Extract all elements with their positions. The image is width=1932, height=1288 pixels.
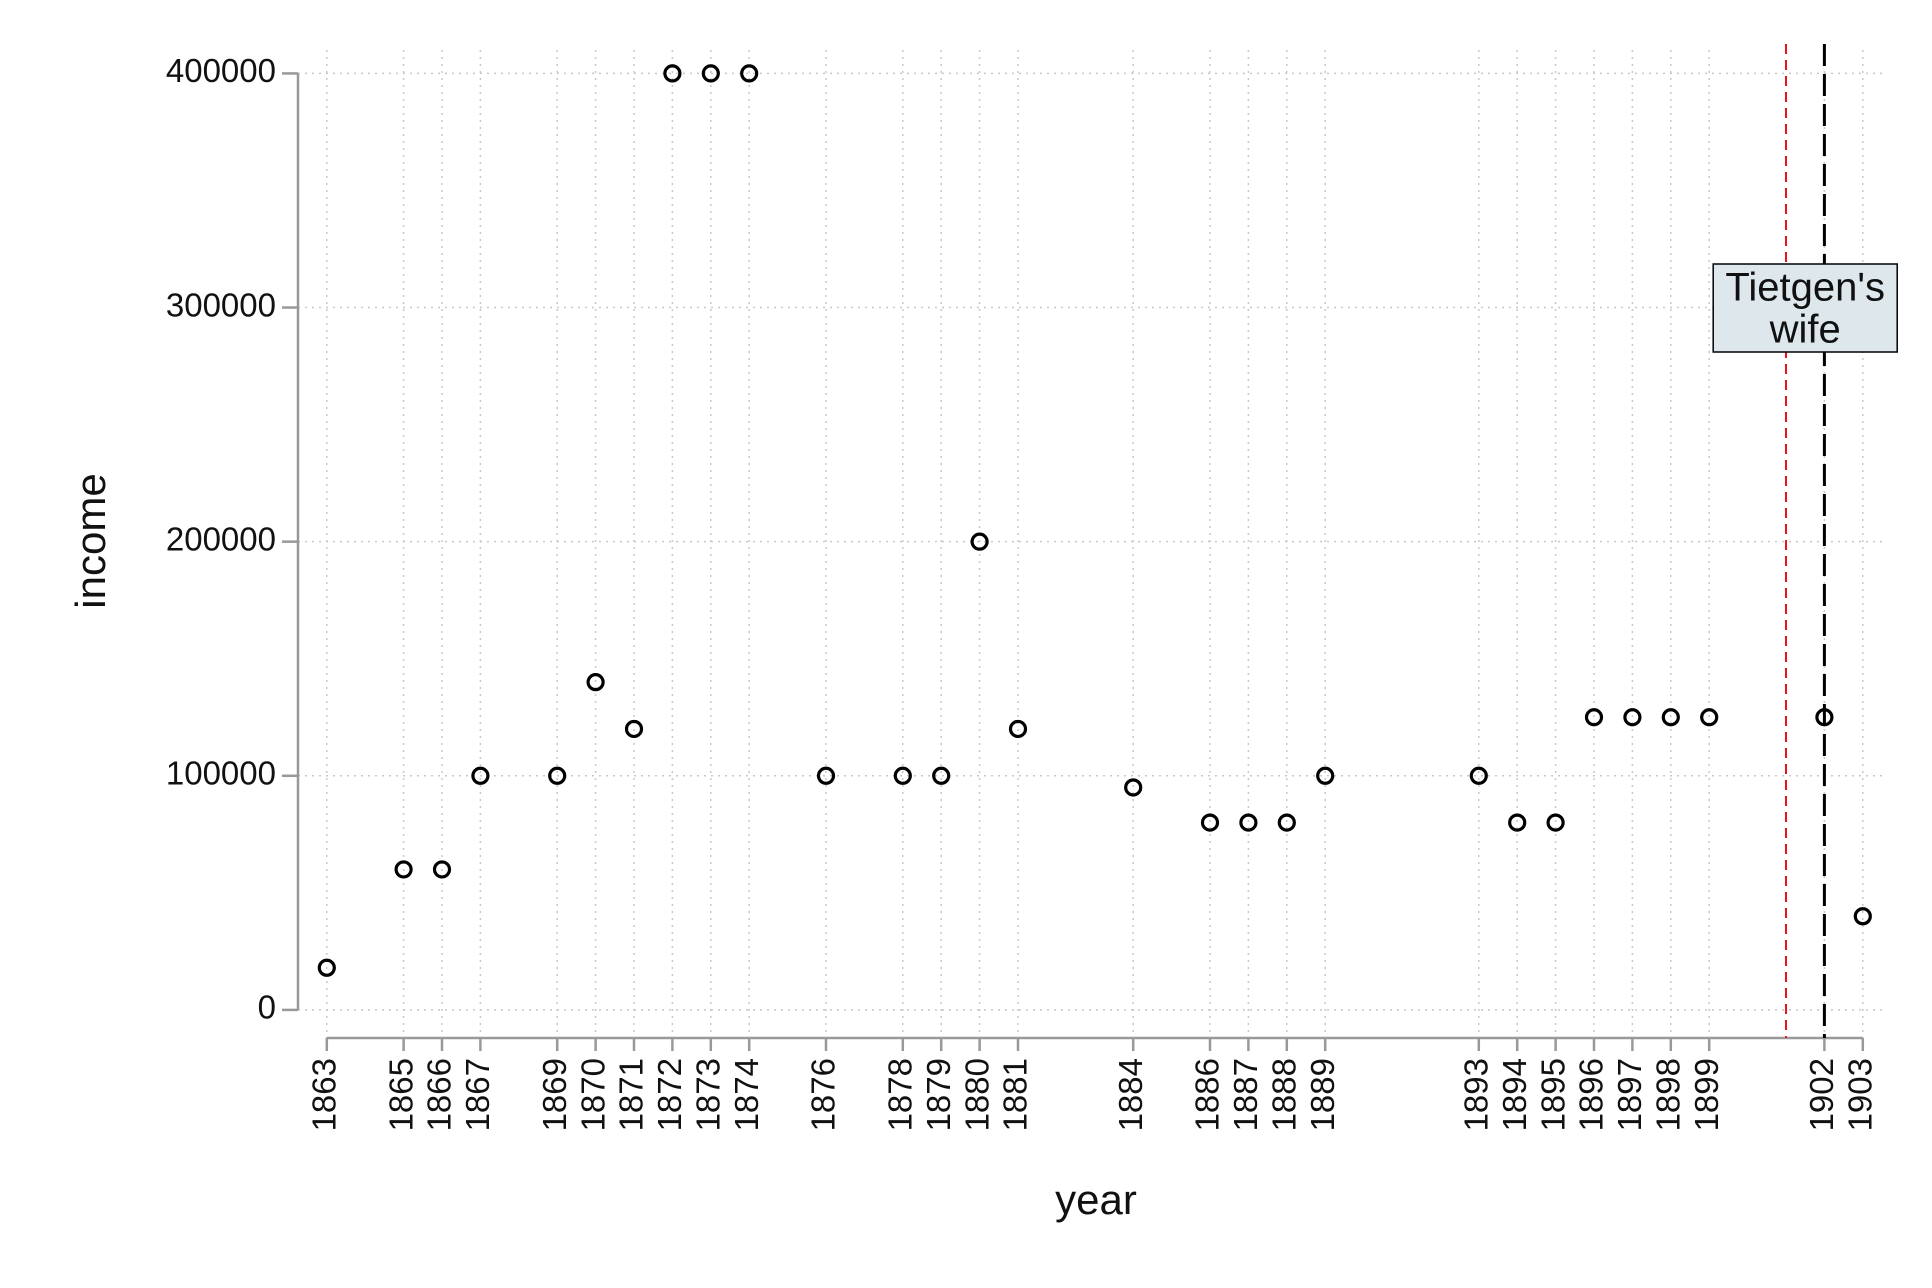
annotation-box [1712,263,1898,353]
point [586,673,605,692]
x-axis-label: year [1055,1176,1137,1223]
x-tick-label: 1896 [1573,1058,1610,1131]
x-tick-label: 1872 [651,1058,688,1131]
x-tick-label: 1895 [1534,1058,1571,1131]
point [394,860,413,879]
x-tick-label: 1894 [1496,1058,1533,1131]
y-tick-label: 200000 [166,520,276,557]
x-tick-label: 1893 [1458,1058,1495,1131]
y-axis-label: income [67,473,114,608]
x-tick-label: 1897 [1611,1058,1648,1131]
point [624,719,644,739]
point [1661,708,1680,727]
point [1623,708,1642,727]
x-tick-label: 1888 [1266,1058,1303,1131]
x-tick-label: 1876 [805,1058,842,1131]
x-tick-label: 1903 [1842,1058,1879,1131]
x-tick-label: 1902 [1803,1058,1840,1131]
y-tick-label: 400000 [166,52,276,89]
x-tick-label: 1871 [613,1058,650,1131]
point [1546,813,1565,832]
x-tick-label: 1884 [1112,1058,1149,1131]
point [663,64,682,83]
x-tick-label: 1873 [690,1058,727,1131]
point [1853,907,1872,926]
annotation-text: wife [1769,308,1841,352]
x-tick-label: 1867 [459,1058,496,1131]
x-tick-label: 1866 [421,1058,458,1131]
x-tick-label: 1898 [1650,1058,1687,1131]
point [1277,813,1296,832]
x-tick-label: 1881 [997,1058,1034,1131]
point [1584,708,1604,727]
point [471,766,490,785]
x-tick-label: 1870 [574,1058,611,1131]
x-tick-label: 1865 [382,1058,419,1131]
x-tick-label: 1874 [728,1058,765,1131]
x-tick-label: 1879 [920,1058,957,1131]
y-tick-label: 100000 [166,755,276,792]
point [970,532,989,551]
point [1508,813,1527,832]
point [816,766,836,785]
x-tick-label: 1886 [1189,1058,1226,1131]
point [893,766,912,785]
point [548,766,567,785]
point [1815,708,1834,727]
point [1700,708,1719,727]
point [1200,813,1220,832]
point [1239,813,1258,832]
x-tick-label: 1887 [1227,1058,1264,1131]
x-tick-label: 1863 [306,1058,343,1131]
point [1008,719,1028,739]
x-tick-label: 1878 [882,1058,919,1131]
point [432,860,452,879]
point [701,64,720,83]
y-tick-label: 0 [258,989,276,1026]
point [1124,778,1143,797]
x-tick-label: 1869 [536,1058,573,1131]
y-tick-label: 300000 [166,286,276,323]
x-tick-label: 1899 [1688,1058,1725,1131]
point [1316,766,1335,785]
annotation-text: Tietgen's [1725,266,1885,310]
point [317,958,336,977]
point [740,64,759,83]
point [1469,766,1488,785]
x-tick-label: 1889 [1304,1058,1341,1131]
x-tick-label: 1880 [958,1058,995,1131]
point [932,766,951,785]
